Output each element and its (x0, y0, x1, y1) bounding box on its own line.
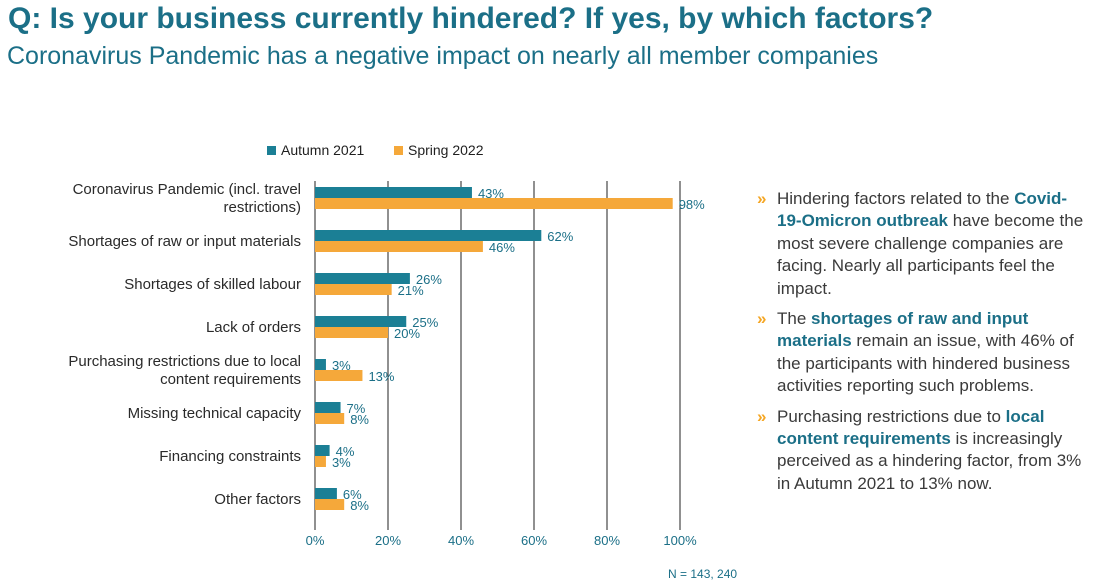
category-label-4-line-0: Purchasing restrictions due to local (68, 353, 301, 370)
bar-autumn-2021-4 (315, 359, 326, 370)
key-finding-0: » Hindering factors related to the Covid-… (755, 188, 1085, 300)
finding-text: The (777, 309, 812, 329)
sample-size-note: N = 143, 240 (668, 567, 738, 581)
bullet-marker: » (757, 189, 767, 208)
legend-swatch-spring (394, 146, 403, 155)
x-tick-label-80: 80% (594, 533, 620, 548)
category-label-6: Financing constraints (159, 448, 301, 465)
data-label-autumn-2021-7: 6% (343, 487, 362, 502)
data-label-spring-2022-0: 98% (679, 197, 705, 212)
bar-autumn-2021-2 (315, 273, 410, 284)
data-label-spring-2022-1: 46% (489, 240, 515, 255)
bar-autumn-2021-3 (315, 316, 407, 327)
bullet-marker: » (757, 309, 767, 329)
x-tick-label-20: 20% (375, 533, 401, 548)
bar-spring-2022-4 (315, 370, 363, 381)
finding-text: Purchasing restrictions due to (777, 406, 1006, 426)
data-label-spring-2022-5: 8% (350, 412, 369, 427)
category-label-7: Other factors (214, 491, 301, 508)
x-tick-label-0: 0% (306, 533, 325, 548)
bullet-marker: » (757, 406, 767, 426)
bar-autumn-2021-0 (315, 187, 472, 198)
category-label-2: Shortages of skilled labour (124, 276, 301, 293)
finding-text: remain an issue, with 46% of the partici… (777, 331, 1074, 396)
legend-swatch-autumn (267, 146, 276, 155)
data-label-spring-2022-7: 8% (350, 498, 369, 513)
finding-text: Hindering factors related to the (777, 189, 1015, 208)
bar-autumn-2021-6 (315, 445, 330, 456)
category-label-1: Shortages of raw or input materials (68, 233, 301, 250)
category-label-0-line-1: restrictions) (223, 199, 301, 216)
bar-autumn-2021-1 (315, 230, 542, 241)
bar-spring-2022-5 (315, 413, 345, 424)
key-finding-1: » The shortages of raw and input material… (755, 308, 1085, 398)
finding-highlight: Covid-19-Omicron outbreak (777, 189, 1068, 231)
data-label-autumn-2021-0: 43% (478, 186, 504, 201)
data-label-autumn-2021-4: 3% (332, 358, 351, 373)
page-title: Q: Is your business currently hindered? … (8, 2, 934, 35)
legend-label-spring: Spring 2022 (408, 142, 484, 158)
page-subtitle: Coronavirus Pandemic has a negative impa… (7, 42, 879, 70)
bar-spring-2022-6 (315, 456, 326, 467)
data-label-autumn-2021-6: 4% (336, 444, 355, 459)
data-label-spring-2022-6: 3% (332, 455, 351, 470)
bar-autumn-2021-5 (315, 402, 341, 413)
data-label-autumn-2021-5: 7% (347, 401, 366, 416)
bar-spring-2022-2 (315, 284, 392, 295)
key-finding-2: » Purchasing restrictions due to local co… (755, 406, 1085, 496)
bar-spring-2022-7 (315, 499, 345, 510)
legend-label-autumn: Autumn 2021 (281, 142, 364, 158)
finding-text: is increasingly perceived as a hindering… (777, 429, 1082, 493)
finding-highlight: shortages of raw and input materials (777, 309, 1029, 351)
data-label-spring-2022-4: 13% (368, 369, 394, 384)
bar-spring-2022-1 (315, 241, 483, 252)
x-tick-label-60: 60% (521, 533, 547, 548)
data-label-autumn-2021-2: 26% (416, 272, 442, 287)
bar-spring-2022-3 (315, 327, 388, 338)
data-label-spring-2022-3: 20% (394, 326, 420, 341)
data-label-autumn-2021-3: 25% (412, 315, 438, 330)
data-label-spring-2022-2: 21% (398, 283, 424, 298)
category-label-4-line-1: content requirements (160, 371, 301, 388)
bar-spring-2022-0 (315, 198, 673, 209)
x-tick-label-40: 40% (448, 533, 474, 548)
category-label-0-line-0: Coronavirus Pandemic (incl. travel (73, 181, 301, 198)
data-label-autumn-2021-1: 62% (547, 229, 573, 244)
category-label-5: Missing technical capacity (128, 405, 302, 422)
category-label-3: Lack of orders (206, 319, 301, 336)
finding-text: have become the most severe challenge co… (777, 211, 1084, 298)
x-tick-label-100: 100% (663, 533, 697, 548)
bar-autumn-2021-7 (315, 488, 337, 499)
finding-highlight: local content requirements (777, 406, 1045, 449)
key-findings-list: » Hindering factors related to the Covid-… (755, 188, 1085, 503)
